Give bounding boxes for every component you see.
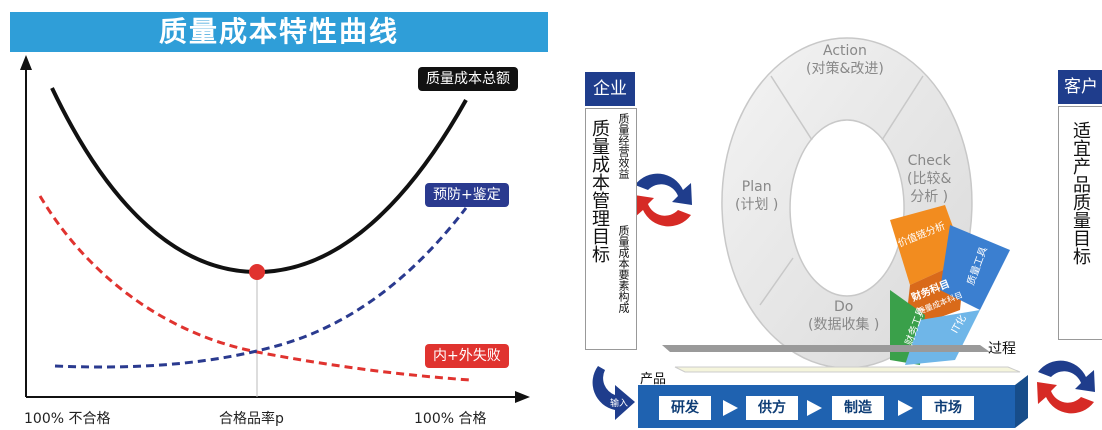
legend-total: 质量成本总额 bbox=[418, 67, 518, 91]
customer-header: 客户 bbox=[1058, 70, 1102, 104]
step-manufacturing: 制造 bbox=[832, 396, 884, 420]
product-label: 产品 bbox=[640, 372, 667, 387]
process-platform bbox=[662, 345, 990, 352]
y-axis-arrow-icon bbox=[20, 55, 32, 70]
refresh-cycle-icon-left bbox=[634, 173, 692, 227]
enterprise-header: 企业 bbox=[585, 72, 635, 106]
pdca-action: Action (对策&改进) bbox=[806, 43, 884, 77]
product-bar bbox=[674, 366, 1021, 373]
customer-goal: 适宜产品质量目标 bbox=[1070, 121, 1091, 265]
step-rnd: 研发 bbox=[659, 396, 711, 420]
legend-prevention: 预防+鉴定 bbox=[425, 183, 509, 207]
quality-cost-curve-panel: 质量成本特性曲线 质量成本总额 预防+鉴定 内+外失败 100% 不合格 合格品… bbox=[10, 12, 548, 427]
flow-arrow-icon bbox=[898, 400, 913, 416]
step-market: 市场 bbox=[922, 396, 974, 420]
cost-curve-plot bbox=[20, 55, 530, 403]
page-title: 质量成本特性曲线 bbox=[158, 15, 399, 48]
input-arrow-icon bbox=[592, 366, 635, 420]
step-supplier: 供方 bbox=[746, 396, 798, 420]
pdca-check: Check (比较& 分析 ) bbox=[907, 153, 952, 205]
legend-failure: 内+外失败 bbox=[425, 344, 509, 368]
enterprise-goal: 质量成本管理目标 bbox=[589, 119, 610, 263]
customer-box: 适宜产品质量目标 bbox=[1058, 106, 1102, 340]
title-bar: 质量成本特性曲线 bbox=[10, 12, 548, 52]
x-label-left: 100% 不合格 bbox=[24, 411, 111, 427]
refresh-cycle-icon-right bbox=[1037, 360, 1095, 414]
cost-elements: 质量成本要素构成 bbox=[617, 225, 630, 313]
flow-arrow-icon bbox=[807, 400, 822, 416]
x-label-center: 合格品率p bbox=[219, 411, 284, 427]
enterprise-box: 质量成本管理目标 质量经营效益 质量成本要素构成 bbox=[585, 108, 637, 350]
process-flow-bar bbox=[638, 385, 1015, 428]
prevention-cost-curve bbox=[54, 207, 468, 369]
process-label: 过程 bbox=[988, 341, 1016, 357]
optimum-point bbox=[249, 264, 265, 280]
pdca-plan: Plan (计划 ) bbox=[735, 179, 779, 213]
total-cost-curve bbox=[50, 87, 468, 275]
quality-benefit: 质量经营效益 bbox=[617, 113, 630, 179]
pdca-do: Do (数据收集 ) bbox=[808, 299, 880, 333]
pdca-diagram bbox=[592, 37, 1095, 428]
x-label-right: 100% 合格 bbox=[414, 411, 487, 427]
input-label: 输入 bbox=[610, 399, 629, 409]
x-axis-arrow-icon bbox=[515, 391, 530, 403]
pdca-quality-management-panel: 企业 质量成本管理目标 质量经营效益 质量成本要素构成 客户 适宜产品质量目标 … bbox=[560, 0, 1102, 430]
flow-arrow-icon bbox=[723, 400, 738, 416]
quality-tools-wedge bbox=[940, 225, 1010, 310]
